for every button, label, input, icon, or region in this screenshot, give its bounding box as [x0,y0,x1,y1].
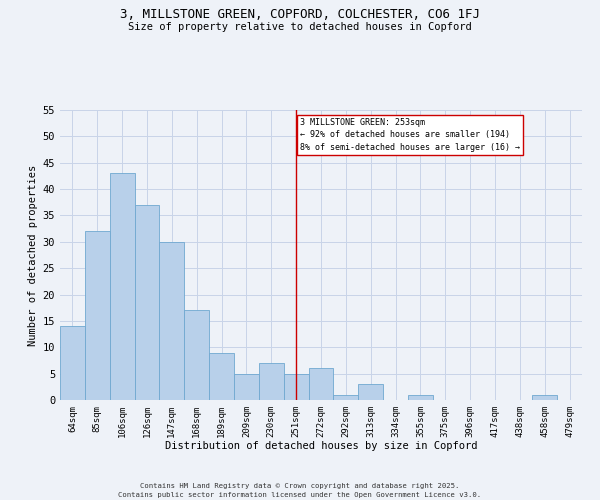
Bar [532,394,557,400]
Bar [160,242,184,400]
Text: 3 MILLSTONE GREEN: 253sqm
← 92% of detached houses are smaller (194)
8% of semi-: 3 MILLSTONE GREEN: 253sqm ← 92% of detac… [300,118,520,152]
Bar [134,205,160,400]
Text: 3, MILLSTONE GREEN, COPFORD, COLCHESTER, CO6 1FJ: 3, MILLSTONE GREEN, COPFORD, COLCHESTER,… [120,8,480,20]
Bar [334,394,358,400]
Bar [259,363,284,400]
Bar [358,384,383,400]
Bar [184,310,209,400]
Text: Size of property relative to detached houses in Copford: Size of property relative to detached ho… [128,22,472,32]
Bar [284,374,308,400]
Text: Contains HM Land Registry data © Crown copyright and database right 2025.
Contai: Contains HM Land Registry data © Crown c… [118,483,482,498]
Bar [408,394,433,400]
Bar [85,232,110,400]
Bar [234,374,259,400]
Bar [308,368,334,400]
Y-axis label: Number of detached properties: Number of detached properties [28,164,38,346]
Bar [209,352,234,400]
Bar [110,174,134,400]
X-axis label: Distribution of detached houses by size in Copford: Distribution of detached houses by size … [165,442,477,452]
Bar [60,326,85,400]
